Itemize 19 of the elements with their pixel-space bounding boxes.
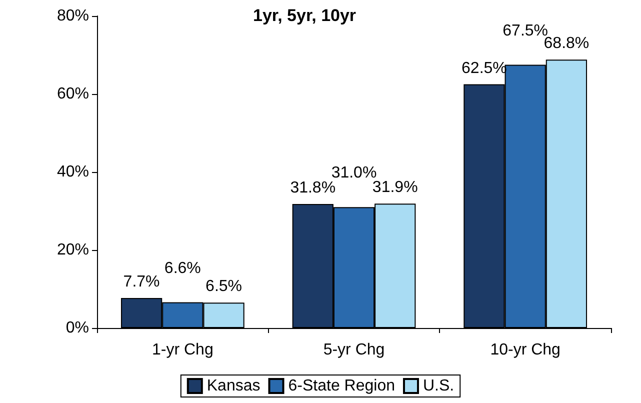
y-tick-label: 0% bbox=[66, 320, 89, 336]
chart-title: 1yr, 5yr, 10yr bbox=[253, 6, 356, 25]
legend-label: Kansas bbox=[206, 378, 260, 394]
data-label: 68.8% bbox=[544, 35, 590, 52]
x-tick-label: 5-yr Chg bbox=[323, 342, 385, 358]
y-tick-label: 60% bbox=[56, 86, 89, 102]
y-tick-label: 80% bbox=[56, 8, 89, 24]
legend-label: 6-State Region bbox=[288, 378, 395, 394]
data-label: 31.0% bbox=[331, 164, 377, 182]
y-tick-label: 40% bbox=[56, 164, 89, 180]
data-label: 7.7% bbox=[123, 273, 160, 290]
data-label: 31.9% bbox=[372, 179, 418, 196]
data-label: 6.6% bbox=[164, 260, 201, 277]
x-tick-label: 10-yr Chg bbox=[490, 342, 560, 358]
data-label: 31.8% bbox=[290, 179, 336, 196]
y-tick-label: 20% bbox=[56, 242, 89, 258]
x-tick-label: 1-yr Chg bbox=[152, 342, 214, 358]
legend-label: U.S. bbox=[422, 378, 454, 394]
data-label: 6.5% bbox=[206, 278, 242, 296]
